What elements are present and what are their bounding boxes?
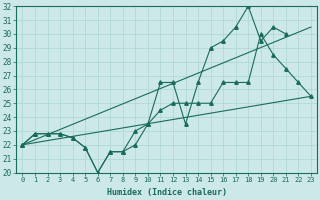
X-axis label: Humidex (Indice chaleur): Humidex (Indice chaleur) (107, 188, 227, 197)
